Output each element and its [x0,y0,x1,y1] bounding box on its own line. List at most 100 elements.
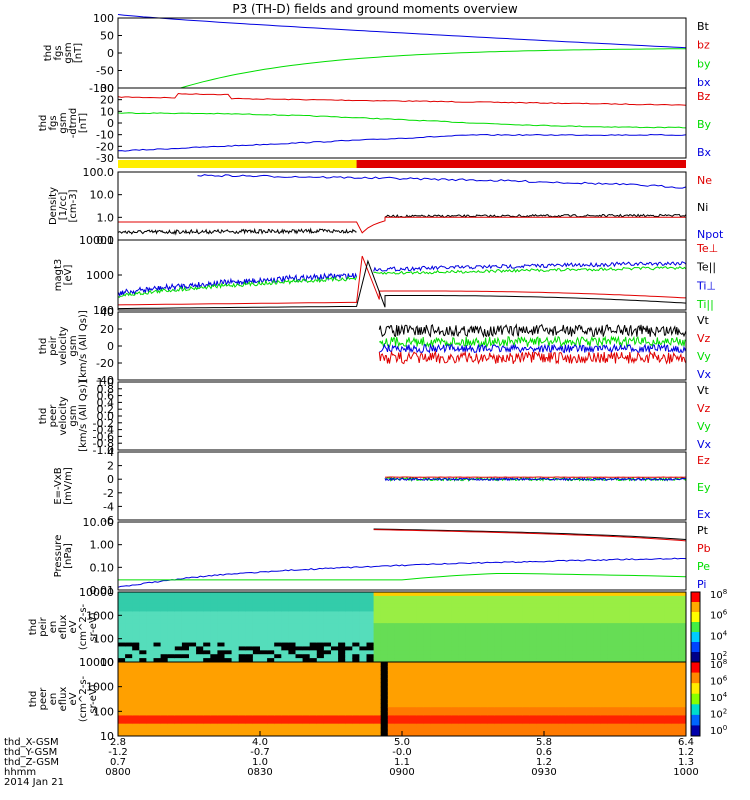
peir_spectrogram-cell [174,650,183,655]
peir_spectrogram-cell [451,607,460,612]
peer_spectrogram-cell [267,719,275,725]
peer_spectrogram-cell [217,731,225,737]
peer_spectrogram-cell [281,719,289,725]
peir_spectrogram-cell [174,607,183,612]
peir_spectrogram-cell [316,634,325,640]
peer_spectrogram-cell [132,731,140,737]
peer_spectrogram-cell [536,666,545,671]
peer_spectrogram-cell [522,662,531,667]
peir_spectrogram-cell [387,654,396,659]
peer_spectrogram-cell [622,674,630,679]
peer_spectrogram-cell [323,674,332,679]
peir_spectrogram-cell [338,611,346,616]
peir_spectrogram-cell [238,630,247,636]
peir_spectrogram-cell [181,615,190,620]
peer_spectrogram-cell [629,666,637,671]
peer_spectrogram-cell [295,666,304,671]
peir_spectrogram-cell [352,603,360,609]
peir_spectrogram-cell [125,634,133,640]
peer_spectrogram-cell [238,719,247,725]
peir_spectrogram-cell [615,607,623,612]
peir_spectrogram-cell [607,634,616,640]
peer_spectrogram-cell [607,719,616,725]
peir_spectrogram-cell [430,603,438,609]
peer_spectrogram-cell [118,694,126,700]
legend-Bt: Bt [697,20,710,33]
peir_spectrogram-cell [174,646,183,651]
peer_spectrogram-cell [352,686,360,692]
y-tick-label: 100 [93,304,114,317]
peir_spectrogram-cell [636,607,644,612]
peer_spectrogram-cell [309,666,318,671]
peir_spectrogram-cell [309,650,318,655]
peer_spectrogram-cell [508,694,517,700]
peer_spectrogram-cell [423,699,431,704]
peer_spectrogram-cell [181,731,190,737]
peir_spectrogram-cell [579,595,588,601]
peer_spectrogram-cell [331,723,339,729]
peir_spectrogram-cell [167,595,176,601]
peir_spectrogram-cell [366,642,375,647]
peir_spectrogram-cell [167,646,176,651]
peer_spectrogram-cell [260,707,268,712]
peer_spectrogram-cell [473,711,481,716]
ylabel-line: velocity [58,396,69,435]
peir_spectrogram-cell [160,607,169,612]
peer_spectrogram-cell [451,699,460,704]
peir_spectrogram-cell [210,619,218,624]
peer_spectrogram-cell [643,711,651,716]
series-Pt-line [373,528,687,540]
peer_spectrogram-cell [508,699,517,704]
peir_spectrogram-cell [551,607,559,612]
peer_spectrogram-cell [139,727,147,733]
peir_spectrogram-cell [345,642,353,647]
peir_spectrogram-cell [501,658,509,663]
legend-Ez: Ez [697,454,710,467]
peer_spectrogram-cell [465,666,474,671]
peir_spectrogram-cell [402,615,410,620]
peir_spectrogram-cell [565,658,573,663]
peer_spectrogram-cell [189,670,197,675]
peer_spectrogram-cell [586,686,595,692]
peir_spectrogram-cell [323,595,332,601]
peer_spectrogram-cell [664,682,673,688]
peer_spectrogram-cell [153,715,162,721]
peer_spectrogram-cell [309,715,318,721]
peer_spectrogram-cell [402,674,410,679]
peer_spectrogram-cell [529,674,538,679]
peer_spectrogram-cell [125,699,133,704]
peer_spectrogram-cell [636,707,644,712]
peer_spectrogram-cell [345,723,353,729]
peir_spectrogram-cell [529,592,538,597]
peer_spectrogram-cell [274,682,282,688]
peir_spectrogram-cell [380,615,389,620]
peir_spectrogram-cell [316,599,325,605]
peir_spectrogram-cell [331,630,339,636]
series-Ni-line-2 [384,213,687,219]
peir_spectrogram-cell [508,592,517,597]
peir_spectrogram-cell [366,650,375,655]
ylabel-line: fgs [48,115,59,130]
peer_spectrogram-cell [565,674,573,679]
peer_spectrogram-cell [458,686,467,692]
peer_spectrogram-cell [174,715,183,721]
peer_spectrogram-cell [352,682,360,688]
peir_spectrogram-cell [260,654,268,659]
peer_spectrogram-cell [394,723,403,729]
peer_spectrogram-cell [579,715,588,721]
peir_spectrogram-cell [565,599,573,605]
peer_spectrogram-cell [565,666,573,671]
peir_spectrogram-cell [366,615,375,620]
series-Vx-line [379,343,687,355]
peer_spectrogram-cell [678,727,687,733]
peir_spectrogram-cell [387,627,396,632]
peer_spectrogram-cell [302,699,311,704]
peir_spectrogram-cell [536,603,545,609]
peer_spectrogram-cell [394,678,403,684]
peir_spectrogram-cell [664,658,673,663]
y-tick-label: 100 [93,705,114,718]
peir_spectrogram-cell [536,630,545,636]
peir_spectrogram-cell [678,611,687,616]
peir_spectrogram-cell [536,642,545,647]
peir_spectrogram-cell [153,650,162,655]
